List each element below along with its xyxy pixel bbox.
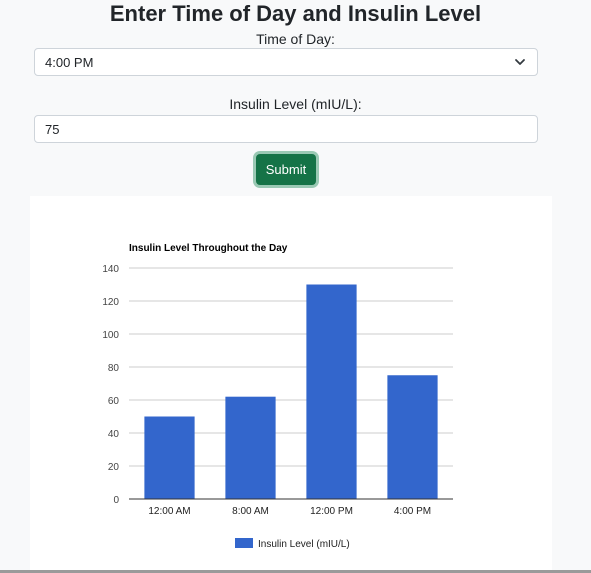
insulin-level-input[interactable] bbox=[34, 115, 538, 143]
bar bbox=[225, 396, 276, 499]
x-tick-label: 12:00 PM bbox=[310, 506, 353, 517]
page-title: Enter Time of Day and Insulin Level bbox=[109, 1, 482, 26]
legend-swatch bbox=[235, 538, 253, 548]
time-of-day-select[interactable]: 4:00 PM bbox=[34, 48, 538, 76]
y-tick-label: 140 bbox=[102, 264, 119, 275]
x-tick-label: 12:00 AM bbox=[148, 506, 190, 517]
chart-card: Insulin Level Throughout the Day 0 20 40 60 8… bbox=[30, 196, 552, 570]
bar bbox=[144, 416, 195, 499]
y-tick-label: 80 bbox=[108, 363, 120, 374]
submit-button[interactable]: Submit bbox=[256, 154, 316, 185]
y-tick-label: 120 bbox=[102, 297, 119, 308]
chart-title: Insulin Level Throughout the Day bbox=[129, 243, 288, 254]
time-of-day-label: Time of Day: bbox=[256, 31, 335, 47]
chevron-down-icon bbox=[513, 55, 527, 69]
x-tick-label: 4:00 PM bbox=[394, 506, 431, 517]
bar bbox=[306, 284, 357, 499]
y-tick-label: 20 bbox=[108, 462, 120, 473]
legend-label: Insulin Level (mIU/L) bbox=[258, 539, 350, 550]
insulin-level-label: Insulin Level (mIU/L): bbox=[229, 96, 362, 112]
y-tick-label: 60 bbox=[108, 396, 120, 407]
y-tick-label: 100 bbox=[102, 330, 119, 341]
bar bbox=[387, 375, 438, 499]
y-tick-label: 0 bbox=[113, 495, 119, 506]
divider bbox=[0, 570, 591, 573]
x-tick-label: 8:00 AM bbox=[232, 506, 269, 517]
time-of-day-value: 4:00 PM bbox=[45, 54, 94, 70]
insulin-bar-chart: Insulin Level Throughout the Day 0 20 40 60 8… bbox=[102, 243, 453, 550]
y-tick-label: 40 bbox=[108, 429, 120, 440]
